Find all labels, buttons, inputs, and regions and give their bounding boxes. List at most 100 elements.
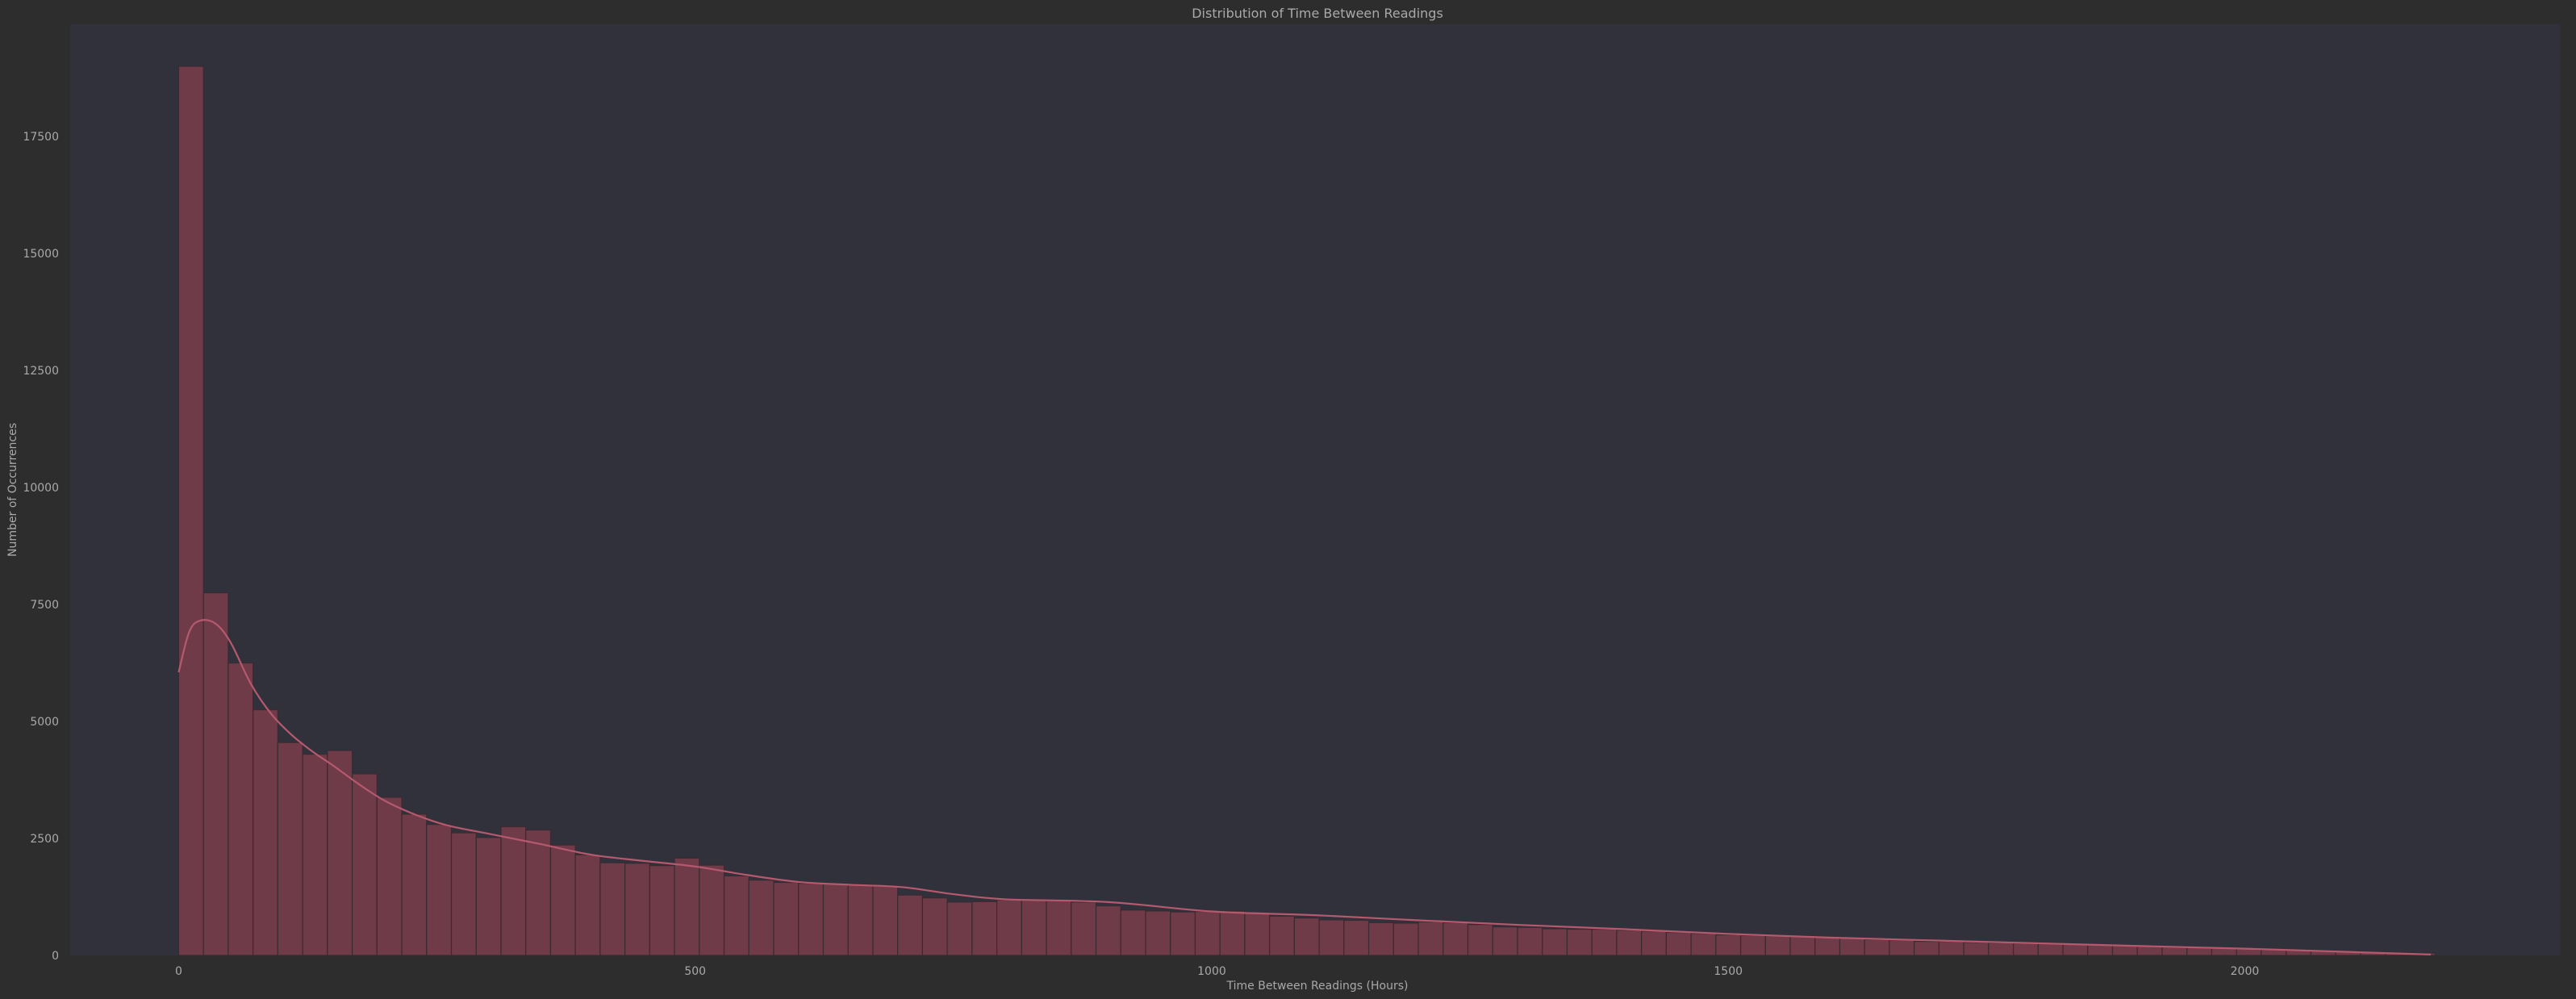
histogram-bar — [1517, 926, 1543, 956]
histogram-bar — [1492, 926, 1518, 956]
histogram-bar — [327, 750, 353, 956]
histogram-bar — [2013, 943, 2039, 956]
histogram-bar — [624, 863, 650, 956]
histogram-bar — [302, 754, 328, 956]
histogram-bar — [202, 591, 229, 956]
histogram-bar — [1616, 930, 1643, 956]
histogram-bar — [1467, 924, 1493, 956]
histogram-bar — [277, 742, 303, 956]
histogram-bar — [177, 65, 204, 956]
histogram-bar — [1963, 942, 1989, 956]
histogram-bar — [1591, 928, 1618, 956]
y-axis-ticks: 0 2500 5000 7500 10000 12500 15000 17500 — [23, 131, 59, 963]
histogram-bar — [1293, 917, 1320, 956]
histogram-bar — [897, 894, 924, 956]
histogram-bar — [450, 832, 477, 956]
histogram-bar — [500, 826, 527, 956]
y-tick-label: 17500 — [23, 131, 59, 144]
histogram-bar — [748, 880, 774, 956]
histogram-bar — [1021, 899, 1047, 956]
histogram-bar — [1392, 922, 1419, 956]
histogram-bar — [1914, 941, 1940, 956]
x-tick-label: 0 — [175, 965, 182, 978]
histogram-bar — [1814, 935, 1841, 956]
histogram-bar — [1120, 909, 1146, 956]
y-tick-label: 15000 — [23, 248, 59, 261]
histogram-bar — [649, 865, 675, 956]
histogram-bar — [1739, 934, 1766, 956]
histogram-bar — [351, 773, 378, 956]
y-tick-label: 10000 — [23, 482, 59, 495]
x-axis-ticks: 0 500 1000 1500 2000 — [175, 965, 2259, 978]
histogram-bar — [525, 829, 552, 956]
histogram-bar — [1566, 928, 1593, 956]
histogram-bar — [376, 796, 403, 956]
histogram-bar — [1839, 937, 1865, 956]
histogram-bar — [1071, 901, 1097, 956]
x-axis-label: Time Between Readings (Hours) — [1226, 980, 1409, 993]
histogram-bar — [1170, 911, 1196, 956]
histogram-bar — [1641, 930, 1667, 956]
chart-title: Distribution of Time Between Readings — [1192, 6, 1443, 21]
histogram-bar — [599, 862, 626, 956]
x-tick-label: 500 — [684, 965, 706, 978]
x-tick-label: 1500 — [1714, 965, 1743, 978]
histogram-bar — [253, 708, 278, 956]
histogram-bar — [1244, 913, 1271, 956]
histogram-bar — [1988, 942, 2014, 956]
histogram-bar — [1442, 922, 1469, 956]
histogram-bar — [1690, 933, 1717, 956]
kde-curve — [177, 619, 2431, 955]
histogram-bar — [946, 901, 973, 956]
histogram-bar — [1367, 922, 1394, 956]
histogram-bar — [1938, 941, 1964, 956]
histogram-bar — [996, 899, 1022, 956]
histogram-bar — [1318, 919, 1345, 956]
histogram-bar — [1269, 915, 1295, 956]
histogram-bar — [1715, 934, 1742, 956]
y-tick-label: 2500 — [30, 833, 59, 846]
histogram-bar — [674, 857, 700, 956]
histogram-bar — [426, 824, 453, 956]
histogram-bar — [1417, 921, 1444, 956]
histogram-bar — [2136, 945, 2163, 956]
histogram-bar — [2087, 944, 2114, 956]
histogram-bar — [2037, 943, 2064, 956]
histogram-bar — [699, 864, 725, 956]
y-tick-label: 12500 — [23, 365, 59, 378]
histogram-bar — [549, 844, 576, 956]
histogram-bar — [872, 884, 899, 956]
histogram-bar — [1864, 938, 1890, 956]
histogram-bar — [1219, 910, 1246, 956]
plot-area — [70, 24, 2560, 955]
histogram-bar — [228, 662, 254, 956]
histogram-bar — [1889, 939, 1915, 956]
x-tick-label: 1000 — [1197, 965, 1226, 978]
histogram-bar — [822, 884, 849, 956]
histogram-bar — [773, 881, 800, 956]
y-axis-label: Number of Occurrences — [6, 423, 19, 557]
y-tick-label: 5000 — [30, 716, 59, 729]
histogram-bar — [401, 813, 428, 956]
histogram-bar — [921, 897, 948, 956]
bars-group — [177, 65, 2436, 956]
x-tick-label: 2000 — [2231, 965, 2260, 978]
histogram-bar — [1542, 928, 1568, 956]
histogram-bar — [798, 883, 825, 956]
histogram-bar — [971, 901, 998, 956]
histogram-bar — [475, 837, 502, 956]
histogram-bar — [574, 854, 601, 956]
histogram-bar — [1665, 931, 1692, 956]
y-tick-label: 7500 — [30, 599, 59, 612]
histogram-bar — [1789, 935, 1816, 956]
histogram-bar — [847, 884, 874, 956]
histogram-bar — [1145, 910, 1171, 956]
histogram-bar — [2111, 945, 2138, 956]
y-tick-label: 0 — [52, 950, 59, 963]
histogram-bar — [1095, 905, 1121, 956]
histogram-bar — [1194, 910, 1221, 956]
histogram-bar — [1764, 935, 1791, 956]
histogram-bar — [2062, 943, 2089, 956]
histogram-bar — [723, 875, 749, 956]
histogram-bar — [1046, 900, 1072, 956]
